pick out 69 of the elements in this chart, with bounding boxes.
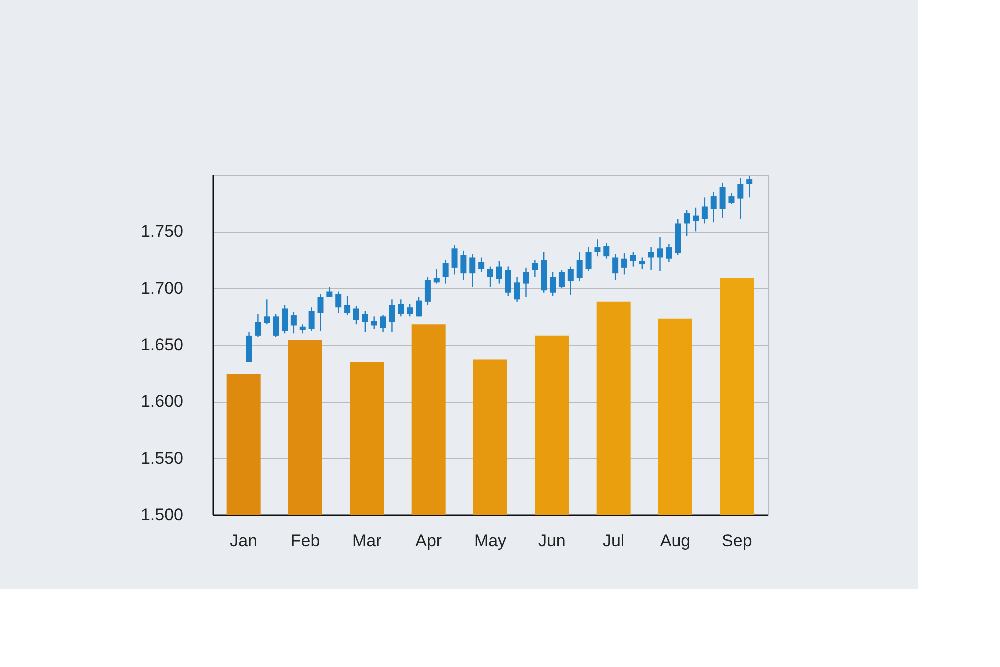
- candlestick: [514, 276, 520, 303]
- candlestick: [424, 276, 431, 306]
- x-tick-label: Feb: [290, 532, 320, 550]
- candlestick: [550, 272, 556, 297]
- candlestick: [398, 299, 404, 318]
- candlestick: [630, 251, 636, 268]
- candlestick: [442, 259, 449, 284]
- x-tick-label: May: [474, 532, 508, 550]
- candlestick: [407, 304, 414, 318]
- x-tick-label: Jun: [538, 532, 566, 550]
- candlestick: [273, 314, 280, 338]
- candlestick: [648, 246, 654, 271]
- candlestick: [586, 246, 592, 272]
- candlestick: [452, 244, 458, 276]
- candlestick: [460, 250, 467, 281]
- y-tick-label: 1.600: [140, 392, 184, 412]
- candlestick: [326, 286, 333, 298]
- candlestick: [478, 257, 485, 274]
- x-tick-label: Aug: [660, 532, 691, 550]
- candlestick: [380, 314, 386, 334]
- candlestick: [300, 324, 306, 334]
- candlestick: [532, 259, 538, 278]
- candlestick: [738, 178, 744, 220]
- candlestick: [728, 192, 735, 206]
- y-tick-label: 1.750: [140, 222, 184, 242]
- candlestick: [318, 293, 324, 332]
- candlestick: [594, 239, 601, 258]
- x-tick-label: Apr: [416, 532, 442, 550]
- candlestick: [702, 197, 708, 224]
- candlestick: [558, 270, 565, 289]
- candlestick: [255, 314, 262, 338]
- candlestick: [488, 266, 494, 288]
- x-tick-label: Jul: [602, 532, 625, 550]
- candlestick: [290, 312, 297, 334]
- candlestick: [720, 182, 726, 219]
- candlestick: [362, 310, 368, 334]
- candlestick: [692, 207, 699, 232]
- candlestick: [639, 257, 646, 270]
- candlestick: [576, 251, 583, 282]
- candlestick: [336, 291, 342, 314]
- y-tick-label: 1.550: [140, 448, 184, 468]
- candlestick: [505, 266, 512, 297]
- candlestick: [568, 266, 574, 296]
- x-tick-label: Sep: [722, 532, 752, 550]
- candlestick: [666, 244, 672, 263]
- x-tick-label: Jan: [230, 532, 258, 550]
- y-tick-label: 1.650: [140, 336, 184, 354]
- candlestick: [416, 296, 422, 318]
- candlestick: [684, 210, 690, 237]
- x-tick-label: Mar: [352, 532, 382, 550]
- candlestick: [434, 268, 440, 284]
- candlestick: [496, 260, 502, 284]
- y-tick-label: 1.500: [140, 506, 184, 524]
- candlestick: [308, 307, 315, 332]
- candlestick: [622, 252, 628, 276]
- candlestick: [282, 304, 288, 334]
- candlestick: [710, 191, 717, 224]
- candlestick: [264, 299, 270, 326]
- candlestick: [389, 299, 396, 334]
- candlestick: [470, 254, 476, 288]
- candlestick: [604, 242, 610, 260]
- candlestick: [523, 267, 530, 298]
- candlestick: [344, 296, 351, 316]
- candlestick: [371, 316, 378, 330]
- candlestick: [612, 254, 619, 281]
- y-tick-label: 1.700: [140, 278, 184, 298]
- candlestick: [353, 306, 360, 326]
- candlestick: [746, 176, 753, 198]
- candlestick: [657, 236, 664, 272]
